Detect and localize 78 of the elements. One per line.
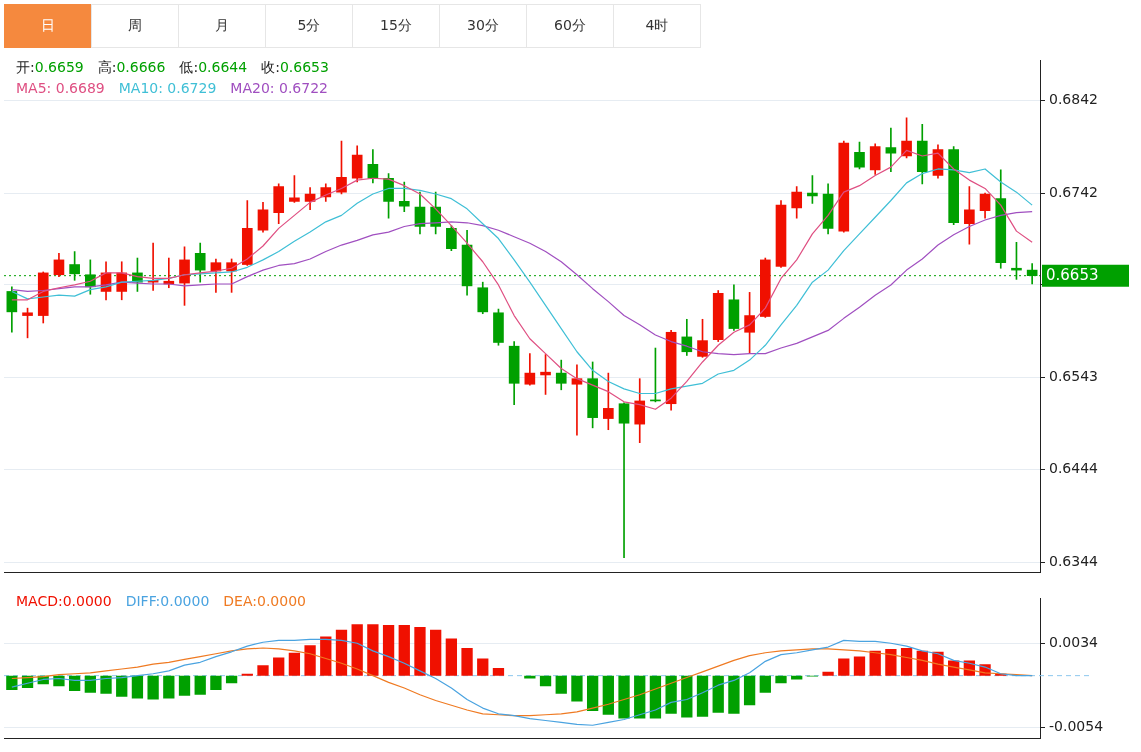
y-tick-label: 0.0034 bbox=[1049, 633, 1099, 650]
bar bbox=[382, 625, 395, 676]
bar bbox=[147, 675, 159, 700]
bar bbox=[524, 675, 536, 679]
annotation: 高:0.6666 bbox=[97, 59, 166, 75]
bar bbox=[335, 629, 348, 676]
bar bbox=[288, 652, 301, 676]
y-tick-label: 0.6444 bbox=[1049, 460, 1099, 477]
bar bbox=[257, 665, 269, 676]
text: 月 bbox=[178, 4, 266, 48]
bar bbox=[869, 650, 881, 676]
bar bbox=[304, 645, 316, 676]
bar bbox=[743, 675, 756, 706]
bar bbox=[445, 638, 458, 676]
candlestick bbox=[398, 181, 410, 212]
annotation: 开:0.6659 bbox=[16, 59, 84, 75]
text: 60分 bbox=[526, 4, 614, 48]
text: 15分 bbox=[352, 4, 440, 48]
bar bbox=[885, 648, 897, 676]
bar bbox=[131, 675, 144, 699]
bar bbox=[712, 675, 724, 713]
y-tick-label: 0.6344 bbox=[1049, 553, 1099, 570]
bar bbox=[649, 675, 662, 719]
bar bbox=[273, 657, 285, 676]
bar bbox=[916, 650, 928, 676]
bar bbox=[539, 675, 552, 687]
bar bbox=[461, 648, 473, 676]
bar bbox=[351, 624, 363, 676]
bar bbox=[665, 675, 677, 714]
bar bbox=[414, 627, 426, 676]
y-tick-label: 0.6742 bbox=[1049, 183, 1098, 200]
text: 周 bbox=[91, 4, 179, 48]
y-tick-label: -0.0054 bbox=[1049, 717, 1104, 734]
text: DEA:0.0000 bbox=[223, 593, 306, 609]
text: MACD:0.0000 bbox=[16, 593, 112, 609]
text: 30分 bbox=[439, 4, 527, 48]
y-tick-label: 0.6842 bbox=[1049, 90, 1098, 107]
bar bbox=[586, 675, 599, 711]
bar bbox=[681, 675, 693, 718]
bar bbox=[775, 675, 787, 684]
bar bbox=[900, 648, 913, 676]
bar bbox=[194, 675, 206, 695]
bar bbox=[728, 675, 740, 714]
bar bbox=[492, 668, 505, 676]
bar bbox=[430, 629, 442, 676]
candlestick bbox=[885, 127, 897, 173]
text: MA10: 0.6729 bbox=[118, 80, 217, 96]
bar bbox=[634, 675, 646, 719]
text: 日 bbox=[4, 4, 92, 48]
bar bbox=[822, 671, 834, 676]
bar bbox=[398, 625, 410, 676]
bar bbox=[602, 675, 614, 715]
bar bbox=[853, 656, 866, 676]
bar bbox=[555, 675, 567, 694]
bar bbox=[618, 675, 630, 719]
bar bbox=[178, 675, 191, 696]
bar bbox=[571, 675, 583, 702]
text: MA20: 0.6722 bbox=[230, 80, 328, 96]
bar bbox=[163, 675, 175, 699]
bar bbox=[367, 624, 379, 676]
bar bbox=[210, 675, 222, 690]
bar bbox=[320, 636, 332, 676]
bar bbox=[477, 658, 489, 676]
candlestick bbox=[618, 402, 630, 559]
annotation: 低:0.6644 bbox=[179, 59, 248, 75]
bar bbox=[696, 675, 709, 717]
ref-line-label: 0.6653 bbox=[1046, 265, 1099, 284]
text: 4时 bbox=[613, 4, 701, 48]
bar bbox=[838, 658, 850, 676]
text: 5分 bbox=[265, 4, 353, 48]
annotation: 收:0.6653 bbox=[261, 59, 329, 75]
candlestick bbox=[571, 364, 583, 436]
y-tick-label: 0.6543 bbox=[1049, 368, 1098, 385]
bar bbox=[759, 675, 771, 693]
text: DIFF:0.0000 bbox=[125, 593, 210, 609]
text: MA5: 0.6689 bbox=[16, 80, 105, 96]
bar bbox=[116, 675, 128, 697]
bar bbox=[225, 675, 238, 684]
